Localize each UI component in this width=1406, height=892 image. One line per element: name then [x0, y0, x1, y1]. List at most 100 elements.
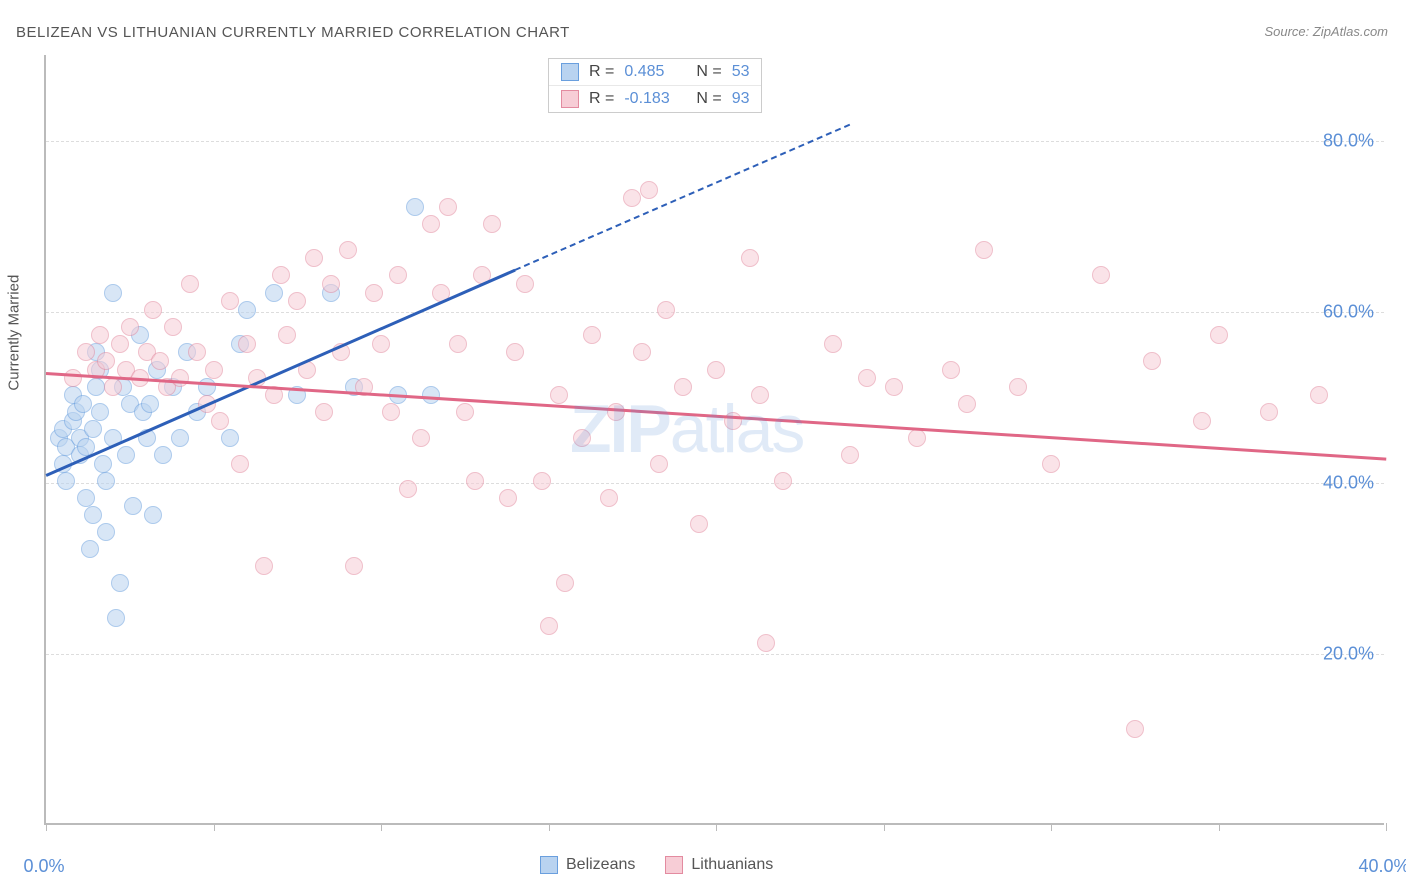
y-axis-label: Currently Married: [6, 275, 23, 391]
data-point: [908, 429, 926, 447]
legend-r-label: R =: [589, 90, 614, 108]
data-point: [707, 361, 725, 379]
source-label: Source: ZipAtlas.com: [1264, 24, 1388, 39]
data-point: [64, 369, 82, 387]
gridline: [46, 141, 1384, 142]
data-point: [121, 318, 139, 336]
legend-label: Lithuanians: [691, 856, 773, 874]
data-point: [77, 489, 95, 507]
x-tick: [214, 823, 215, 831]
legend-swatch: [561, 63, 579, 81]
data-point: [104, 284, 122, 302]
data-point: [94, 455, 112, 473]
legend-r-value: -0.183: [624, 90, 680, 108]
x-tick-label: 40.0%: [1358, 856, 1406, 877]
data-point: [1193, 412, 1211, 430]
data-point: [365, 284, 383, 302]
legend-series: BelizeansLithuanians: [540, 856, 773, 874]
y-tick-label: 40.0%: [1323, 472, 1374, 493]
legend-n-label: N =: [696, 63, 721, 81]
data-point: [540, 617, 558, 635]
y-tick-label: 80.0%: [1323, 130, 1374, 151]
data-point: [91, 326, 109, 344]
data-point: [885, 378, 903, 396]
data-point: [958, 395, 976, 413]
data-point: [1009, 378, 1027, 396]
data-point: [1126, 720, 1144, 738]
data-point: [412, 429, 430, 447]
trend-extrapolation: [515, 124, 851, 271]
data-point: [305, 249, 323, 267]
data-point: [111, 335, 129, 353]
data-point: [278, 326, 296, 344]
data-point: [757, 634, 775, 652]
data-point: [171, 429, 189, 447]
gridline: [46, 654, 1384, 655]
data-point: [117, 446, 135, 464]
data-point: [824, 335, 842, 353]
legend-n-value: 93: [732, 90, 750, 108]
legend-r-value: 0.485: [624, 63, 680, 81]
data-point: [1310, 386, 1328, 404]
x-tick: [884, 823, 885, 831]
data-point: [774, 472, 792, 490]
x-tick: [716, 823, 717, 831]
data-point: [97, 352, 115, 370]
data-point: [154, 446, 172, 464]
data-point: [141, 395, 159, 413]
legend-n-label: N =: [696, 90, 721, 108]
data-point: [382, 403, 400, 421]
gridline: [46, 483, 1384, 484]
data-point: [657, 301, 675, 319]
data-point: [449, 335, 467, 353]
data-point: [97, 523, 115, 541]
data-point: [1042, 455, 1060, 473]
data-point: [211, 412, 229, 430]
data-point: [583, 326, 601, 344]
data-point: [255, 557, 273, 575]
data-point: [741, 249, 759, 267]
y-tick-label: 20.0%: [1323, 643, 1374, 664]
data-point: [111, 574, 129, 592]
trend-line: [46, 372, 1386, 460]
data-point: [144, 301, 162, 319]
data-point: [104, 378, 122, 396]
legend-swatch: [540, 856, 558, 874]
legend-stats: R =0.485N =53R =-0.183N =93: [548, 58, 762, 113]
legend-swatch: [665, 856, 683, 874]
data-point: [456, 403, 474, 421]
legend-swatch: [561, 90, 579, 108]
data-point: [640, 181, 658, 199]
data-point: [942, 361, 960, 379]
data-point: [1092, 266, 1110, 284]
data-point: [858, 369, 876, 387]
data-point: [345, 557, 363, 575]
data-point: [231, 455, 249, 473]
data-point: [975, 241, 993, 259]
data-point: [107, 609, 125, 627]
data-point: [339, 241, 357, 259]
data-point: [674, 378, 692, 396]
chart-title: BELIZEAN VS LITHUANIAN CURRENTLY MARRIED…: [16, 24, 570, 41]
data-point: [841, 446, 859, 464]
data-point: [406, 198, 424, 216]
legend-stats-row: R =0.485N =53: [549, 59, 761, 85]
data-point: [221, 429, 239, 447]
data-point: [205, 361, 223, 379]
data-point: [372, 335, 390, 353]
data-point: [238, 335, 256, 353]
data-point: [1210, 326, 1228, 344]
data-point: [124, 497, 142, 515]
x-tick: [549, 823, 550, 831]
data-point: [181, 275, 199, 293]
x-tick-label: 0.0%: [23, 856, 64, 877]
data-point: [633, 343, 651, 361]
data-point: [144, 506, 162, 524]
data-point: [573, 429, 591, 447]
data-point: [74, 395, 92, 413]
x-tick: [381, 823, 382, 831]
x-tick: [1051, 823, 1052, 831]
data-point: [87, 378, 105, 396]
data-point: [389, 266, 407, 284]
data-point: [533, 472, 551, 490]
